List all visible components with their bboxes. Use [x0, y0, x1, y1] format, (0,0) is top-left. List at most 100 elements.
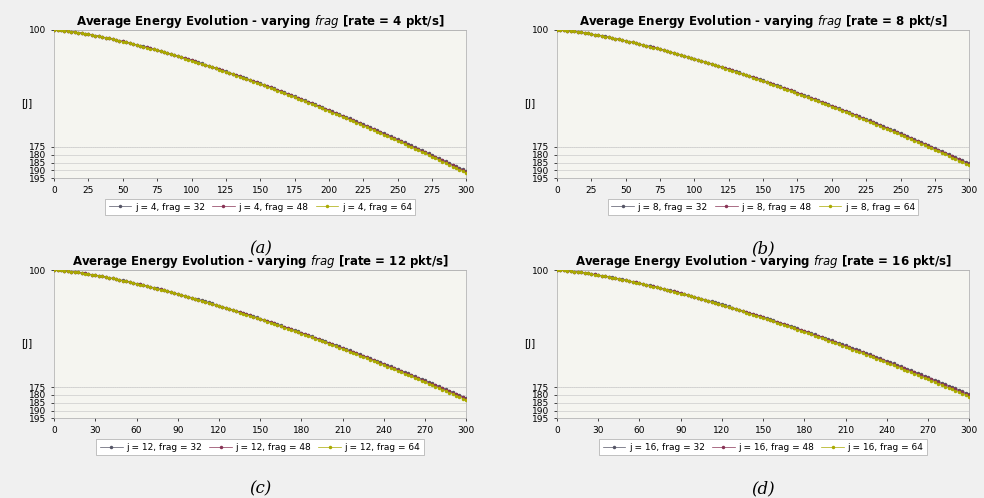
j = 16, frag = 64: [830, 340, 841, 346]
j = 12, frag = 32: [327, 341, 338, 347]
Line: j = 16, frag = 48: j = 16, frag = 48: [555, 268, 971, 397]
j = 8, frag = 32: [592, 32, 604, 38]
j = 8, frag = 48: [551, 27, 563, 33]
j = 12, frag = 64: [327, 342, 338, 348]
j = 12, frag = 48: [327, 341, 338, 347]
Line: j = 16, frag = 32: j = 16, frag = 32: [555, 268, 971, 396]
j = 8, frag = 32: [647, 44, 659, 50]
j = 16, frag = 64: [726, 305, 738, 311]
Title: Average Energy Evolution - varying $\it{frag}$ [rate = 4 pkt/s]: Average Energy Evolution - varying $\it{…: [76, 13, 445, 30]
j = 4, frag = 48: [145, 45, 156, 51]
Line: j = 12, frag = 64: j = 12, frag = 64: [52, 268, 468, 402]
j = 8, frag = 64: [936, 150, 948, 156]
j = 12, frag = 64: [461, 397, 472, 403]
j = 8, frag = 64: [647, 44, 659, 50]
j = 4, frag = 32: [306, 100, 318, 106]
j = 8, frag = 32: [551, 27, 563, 33]
j = 12, frag = 32: [433, 383, 445, 389]
j = 4, frag = 48: [461, 169, 472, 175]
j = 4, frag = 48: [433, 156, 445, 162]
Text: (c): (c): [249, 481, 272, 498]
j = 4, frag = 64: [306, 101, 318, 107]
j = 8, frag = 64: [809, 97, 821, 103]
j = 12, frag = 32: [90, 272, 101, 278]
Y-axis label: [J]: [J]: [523, 99, 535, 109]
j = 4, frag = 32: [327, 109, 338, 115]
j = 12, frag = 32: [461, 395, 472, 401]
Y-axis label: [J]: [J]: [21, 99, 32, 109]
j = 16, frag = 64: [963, 394, 975, 400]
j = 8, frag = 64: [726, 68, 738, 74]
j = 8, frag = 48: [830, 104, 841, 110]
j = 8, frag = 48: [809, 97, 821, 103]
Line: j = 8, frag = 32: j = 8, frag = 32: [555, 28, 971, 165]
j = 16, frag = 32: [936, 379, 948, 385]
j = 8, frag = 32: [963, 160, 975, 166]
j = 4, frag = 48: [327, 109, 338, 115]
j = 12, frag = 64: [223, 306, 235, 312]
j = 16, frag = 32: [592, 272, 604, 278]
j = 4, frag = 32: [223, 70, 235, 76]
j = 16, frag = 48: [647, 283, 659, 289]
j = 16, frag = 32: [963, 391, 975, 397]
j = 16, frag = 64: [936, 382, 948, 388]
Legend: j = 12, frag = 32, j = 12, frag = 48, j = 12, frag = 64: j = 12, frag = 32, j = 12, frag = 48, j …: [96, 439, 424, 455]
j = 12, frag = 64: [48, 267, 60, 273]
j = 16, frag = 48: [830, 339, 841, 345]
j = 8, frag = 32: [809, 96, 821, 102]
j = 8, frag = 32: [830, 104, 841, 110]
j = 8, frag = 64: [963, 162, 975, 168]
j = 4, frag = 32: [90, 32, 101, 38]
j = 8, frag = 32: [936, 148, 948, 154]
j = 4, frag = 64: [145, 46, 156, 52]
j = 12, frag = 32: [223, 306, 235, 312]
j = 16, frag = 64: [809, 333, 821, 339]
j = 4, frag = 48: [48, 27, 60, 33]
j = 16, frag = 48: [592, 272, 604, 278]
j = 12, frag = 32: [306, 333, 318, 339]
Line: j = 8, frag = 64: j = 8, frag = 64: [555, 28, 971, 167]
j = 16, frag = 48: [551, 267, 563, 273]
j = 12, frag = 32: [48, 267, 60, 273]
j = 16, frag = 32: [726, 304, 738, 310]
Legend: j = 16, frag = 32, j = 16, frag = 48, j = 16, frag = 64: j = 16, frag = 32, j = 16, frag = 48, j …: [599, 439, 927, 455]
j = 4, frag = 48: [306, 101, 318, 107]
Title: Average Energy Evolution - varying $\it{frag}$ [rate = 12 pkt/s]: Average Energy Evolution - varying $\it{…: [72, 253, 449, 270]
j = 16, frag = 64: [647, 283, 659, 289]
Text: (a): (a): [249, 241, 272, 257]
Line: j = 12, frag = 48: j = 12, frag = 48: [52, 268, 468, 400]
j = 12, frag = 48: [433, 384, 445, 390]
j = 16, frag = 48: [726, 305, 738, 311]
j = 4, frag = 64: [90, 32, 101, 38]
j = 12, frag = 48: [145, 284, 156, 290]
j = 4, frag = 32: [461, 168, 472, 174]
j = 8, frag = 48: [963, 161, 975, 167]
j = 12, frag = 48: [461, 396, 472, 402]
j = 12, frag = 64: [306, 334, 318, 340]
Line: j = 4, frag = 32: j = 4, frag = 32: [52, 28, 468, 173]
j = 8, frag = 64: [830, 105, 841, 111]
j = 4, frag = 32: [48, 27, 60, 33]
j = 12, frag = 48: [90, 272, 101, 278]
j = 4, frag = 64: [223, 70, 235, 76]
j = 12, frag = 64: [145, 284, 156, 290]
j = 4, frag = 64: [327, 110, 338, 116]
Line: j = 4, frag = 64: j = 4, frag = 64: [52, 28, 468, 175]
j = 12, frag = 48: [48, 267, 60, 273]
Legend: j = 4, frag = 32, j = 4, frag = 48, j = 4, frag = 64: j = 4, frag = 32, j = 4, frag = 48, j = …: [105, 199, 415, 215]
j = 8, frag = 48: [592, 32, 604, 38]
Text: (b): (b): [752, 241, 775, 257]
Line: j = 4, frag = 48: j = 4, frag = 48: [52, 28, 468, 174]
j = 4, frag = 64: [48, 27, 60, 33]
j = 16, frag = 32: [551, 267, 563, 273]
Y-axis label: [J]: [J]: [523, 339, 535, 349]
j = 16, frag = 48: [809, 332, 821, 338]
j = 4, frag = 32: [145, 45, 156, 51]
j = 8, frag = 32: [726, 67, 738, 73]
Legend: j = 8, frag = 32, j = 8, frag = 48, j = 8, frag = 64: j = 8, frag = 32, j = 8, frag = 48, j = …: [608, 199, 918, 215]
j = 8, frag = 64: [592, 32, 604, 38]
Text: (d): (d): [752, 481, 775, 498]
j = 16, frag = 48: [936, 380, 948, 386]
j = 16, frag = 48: [963, 392, 975, 398]
j = 12, frag = 48: [223, 306, 235, 312]
